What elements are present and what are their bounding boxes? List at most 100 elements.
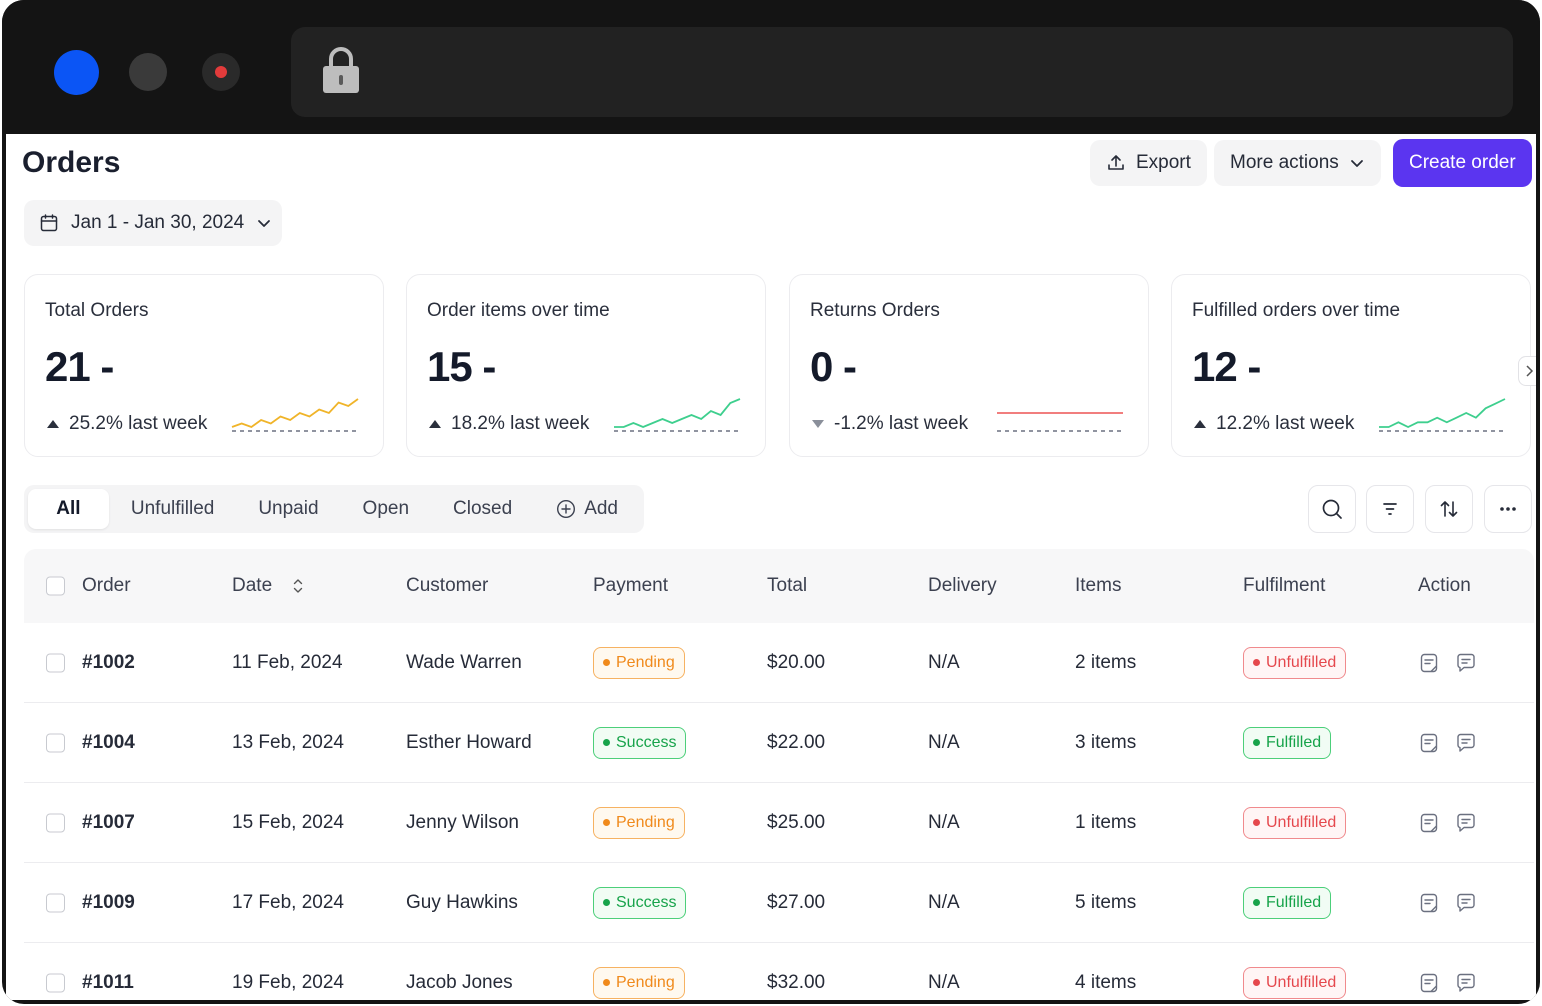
lock-icon — [323, 47, 359, 93]
tab-unfulfilled[interactable]: Unfulfilled — [130, 498, 215, 519]
row-checkbox[interactable] — [46, 733, 65, 752]
note-icon[interactable] — [1418, 972, 1440, 994]
tab-all[interactable]: All — [28, 489, 109, 529]
status-dot-icon — [603, 819, 610, 826]
table-row[interactable]: #1007 15 Feb, 2024 Jenny Wilson Pending … — [24, 783, 1534, 863]
chevron-right-icon — [1526, 365, 1534, 377]
tab-unpaid[interactable]: Unpaid — [258, 498, 319, 519]
chat-icon[interactable] — [1455, 652, 1477, 674]
sort-updown-icon[interactable] — [292, 577, 304, 595]
trend-down-icon — [812, 420, 824, 428]
chat-icon[interactable] — [1455, 812, 1477, 834]
cards-next-button[interactable] — [1518, 356, 1536, 386]
select-all-checkbox[interactable] — [46, 576, 65, 596]
tab-open[interactable]: Open — [362, 498, 410, 519]
filter-icon — [1383, 503, 1397, 515]
header-customer: Customer — [406, 575, 489, 596]
header-date[interactable]: Date — [232, 575, 273, 596]
table-row[interactable]: #1004 13 Feb, 2024 Esther Howard Success… — [24, 703, 1534, 783]
order-id[interactable]: #1002 — [82, 651, 135, 673]
stat-label: Returns Orders — [810, 300, 940, 321]
stat-trend: 12.2% last week — [1194, 413, 1354, 435]
items-count: 1 items — [1075, 811, 1137, 833]
order-total: $27.00 — [767, 891, 826, 913]
add-tab-label: Add — [584, 498, 618, 519]
date-range-picker[interactable]: Jan 1 - Jan 30, 2024 — [24, 200, 282, 246]
delivery-status: N/A — [928, 971, 960, 993]
more-actions-button[interactable]: More actions — [1214, 140, 1381, 186]
table-row[interactable]: #1011 19 Feb, 2024 Jacob Jones Pending $… — [24, 943, 1534, 1000]
order-total: $32.00 — [767, 971, 826, 993]
header-order: Order — [82, 575, 131, 596]
status-dot-icon — [1253, 659, 1260, 666]
customer-name: Guy Hawkins — [406, 891, 518, 913]
export-icon — [1108, 155, 1124, 170]
status-dot-icon — [1253, 819, 1260, 826]
export-label: Export — [1136, 152, 1191, 173]
order-id[interactable]: #1009 — [82, 891, 135, 913]
note-icon[interactable] — [1418, 812, 1440, 834]
sparkline-chart — [231, 398, 359, 432]
payment-badge-label: Success — [616, 733, 677, 751]
table-row[interactable]: #1009 17 Feb, 2024 Guy Hawkins Success $… — [24, 863, 1534, 943]
delivery-status: N/A — [928, 811, 960, 833]
fulfilment-badge-label: Unfulfilled — [1266, 813, 1337, 831]
status-dot-icon — [1253, 979, 1260, 986]
chat-icon[interactable] — [1455, 732, 1477, 754]
row-checkbox[interactable] — [46, 973, 65, 992]
window-titlebar — [2, 0, 1540, 134]
create-order-button[interactable]: Create order — [1393, 139, 1532, 187]
order-id[interactable]: #1004 — [82, 731, 135, 753]
payment-badge: Pending — [593, 806, 685, 839]
status-dot-icon — [603, 899, 610, 906]
payment-status: Pending — [593, 646, 685, 679]
chat-icon[interactable] — [1455, 972, 1477, 994]
sort-button[interactable] — [1425, 485, 1473, 533]
customer-name: Jacob Jones — [406, 971, 513, 993]
sparkline-line — [231, 398, 359, 429]
search-icon — [1322, 499, 1342, 519]
items-count: 5 items — [1075, 891, 1137, 913]
payment-badge: Success — [593, 726, 687, 759]
stat-trend: -1.2% last week — [812, 413, 968, 435]
note-icon[interactable] — [1418, 892, 1440, 914]
add-tab-button[interactable]: Add — [534, 489, 640, 529]
payment-status: Pending — [593, 966, 685, 999]
fulfilment-status: Fulfilled — [1243, 886, 1332, 919]
row-checkbox[interactable] — [46, 893, 65, 912]
fulfilment-badge-label: Unfulfilled — [1266, 973, 1337, 991]
create-order-label: Create order — [1409, 152, 1516, 173]
window-control-close[interactable] — [202, 53, 240, 91]
window-control-blue[interactable] — [54, 50, 99, 95]
filter-button[interactable] — [1366, 485, 1414, 533]
row-checkbox[interactable] — [46, 813, 65, 832]
note-icon[interactable] — [1418, 652, 1440, 674]
chat-icon[interactable] — [1455, 892, 1477, 914]
table-row[interactable]: #1002 11 Feb, 2024 Wade Warren Pending $… — [24, 623, 1534, 703]
row-checkbox[interactable] — [46, 653, 65, 672]
table-header-row: Order Date Customer Payment Total Delive… — [24, 549, 1534, 623]
orders-table: Order Date Customer Payment Total Delive… — [24, 549, 1534, 1000]
fulfilment-badge-label: Fulfilled — [1266, 733, 1322, 751]
stat-value: 21 - — [45, 343, 114, 390]
tab-closed[interactable]: Closed — [453, 498, 513, 519]
order-date: 11 Feb, 2024 — [232, 651, 343, 673]
export-button[interactable]: Export — [1090, 140, 1207, 186]
stat-label: Order items over time — [427, 300, 610, 321]
more-options-button[interactable] — [1484, 485, 1532, 533]
order-id[interactable]: #1011 — [82, 971, 134, 993]
payment-badge-label: Pending — [616, 653, 675, 671]
stat-trend-text: -1.2% last week — [834, 413, 969, 434]
chevron-down-icon — [258, 220, 271, 227]
order-total: $20.00 — [767, 651, 826, 673]
search-button[interactable] — [1308, 485, 1356, 533]
window-control-grey[interactable] — [129, 53, 167, 91]
order-id[interactable]: #1007 — [82, 811, 135, 833]
note-icon[interactable] — [1418, 732, 1440, 754]
items-count: 3 items — [1075, 731, 1137, 753]
stat-trend-text: 25.2% last week — [69, 413, 208, 434]
address-bar[interactable] — [291, 27, 1513, 117]
stat-trend: 18.2% last week — [429, 413, 589, 435]
order-date: 19 Feb, 2024 — [232, 971, 344, 993]
